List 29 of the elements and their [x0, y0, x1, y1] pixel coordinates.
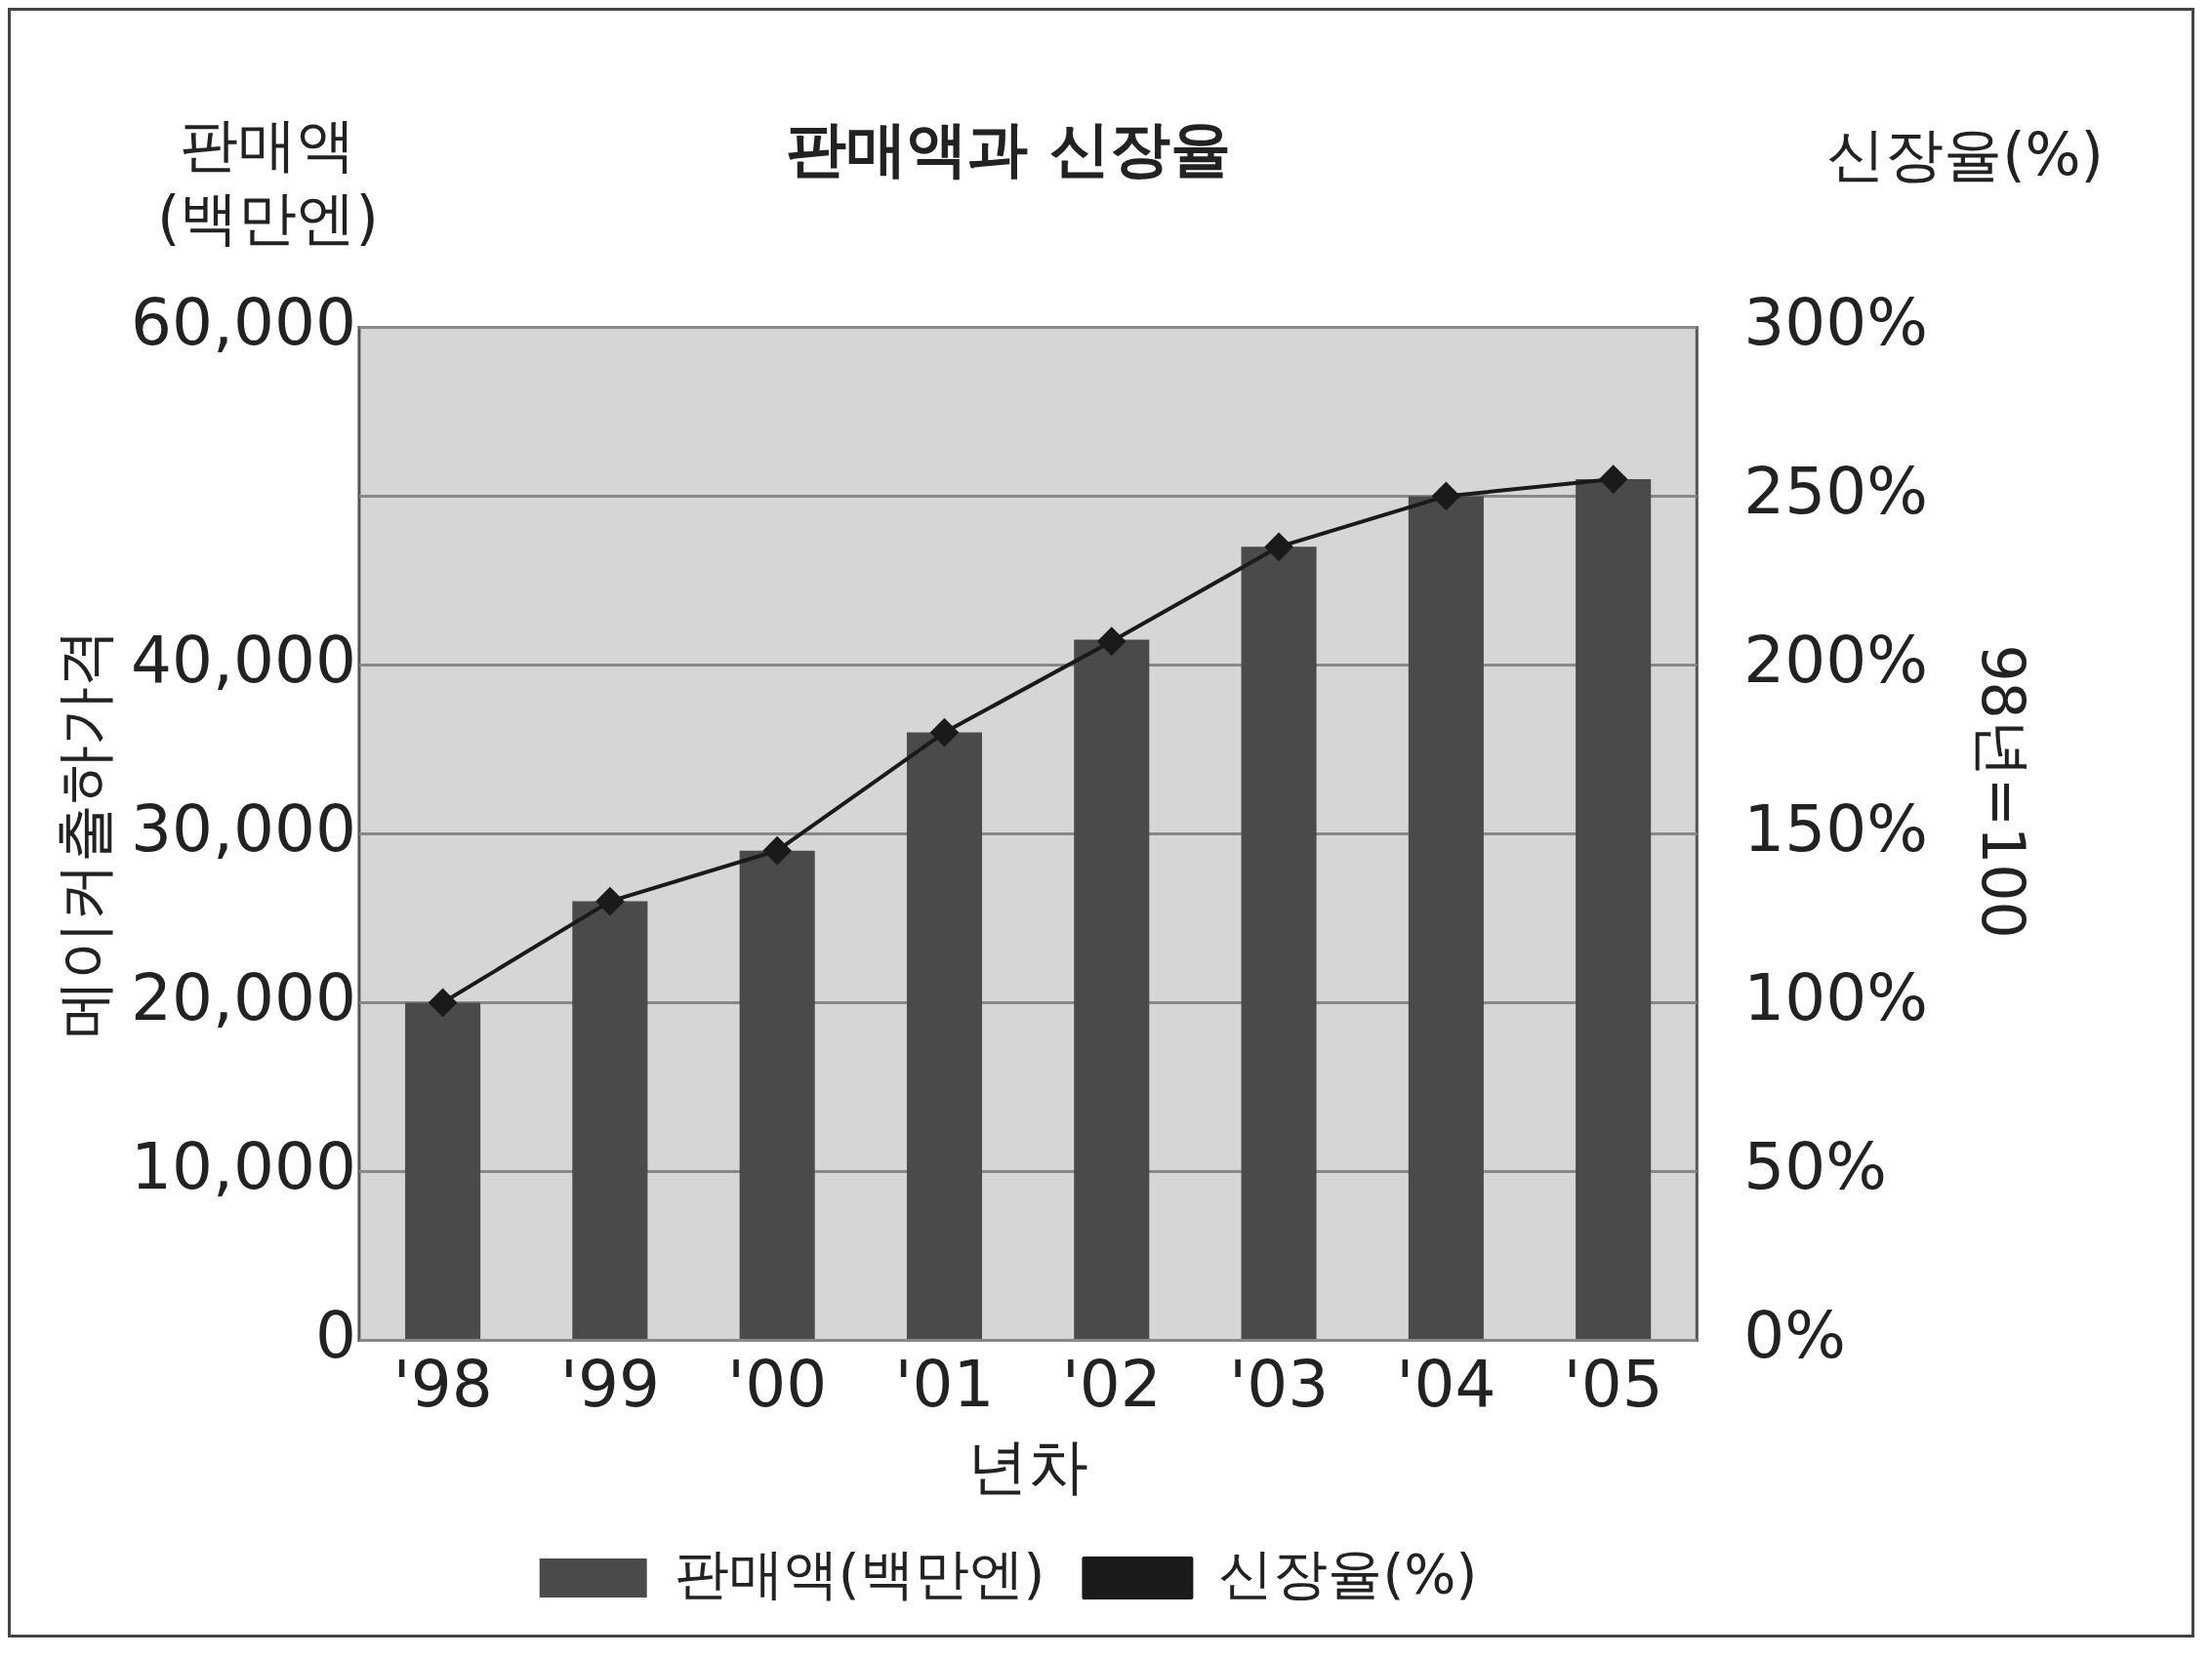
x-tick-label: '05: [1563, 1347, 1663, 1423]
y2-tick-label: 0%: [1743, 1297, 1847, 1373]
y-tick-label: 40,000: [131, 622, 356, 698]
y2-tick-label: 200%: [1743, 622, 1928, 698]
legend-label: 신장율(%): [1218, 1541, 1478, 1605]
text: 98년=100: [1967, 644, 2038, 939]
y-tick-label: 30,000: [131, 790, 356, 867]
x-axis-title: 년차: [967, 1430, 1089, 1502]
x-tick-label: '01: [894, 1347, 995, 1423]
y2-tick-label: 150%: [1743, 790, 1928, 867]
y-tick-label: 60,000: [131, 284, 356, 360]
x-tick-label: '99: [559, 1347, 660, 1423]
x-tick-label: '03: [1229, 1347, 1330, 1423]
y-tick-label: 20,000: [131, 959, 356, 1035]
y-tick-label: 0: [314, 1297, 356, 1373]
y2-tick-label: 250%: [1743, 453, 1928, 529]
x-tick-label: '00: [727, 1347, 828, 1423]
text: 판매액 (백만엔): [157, 109, 379, 254]
legend-label: 판매액(백만엔): [674, 1541, 1045, 1605]
x-tick-label: '98: [392, 1347, 493, 1423]
x-tick-label: '02: [1061, 1347, 1162, 1423]
y-axis-title: 메이커출하가격: [49, 628, 118, 1039]
y-tick-label: 10,000: [131, 1128, 356, 1204]
y2-tick-label: 50%: [1743, 1128, 1888, 1204]
x-tick-label: '04: [1396, 1347, 1496, 1423]
y2-axis-title: 신장율(%): [1826, 119, 2104, 190]
y2-tick-label: 100%: [1743, 959, 1928, 1035]
chart-title: 판매액과 신장율: [786, 113, 1231, 185]
y2-tick-label: 300%: [1743, 284, 1928, 360]
